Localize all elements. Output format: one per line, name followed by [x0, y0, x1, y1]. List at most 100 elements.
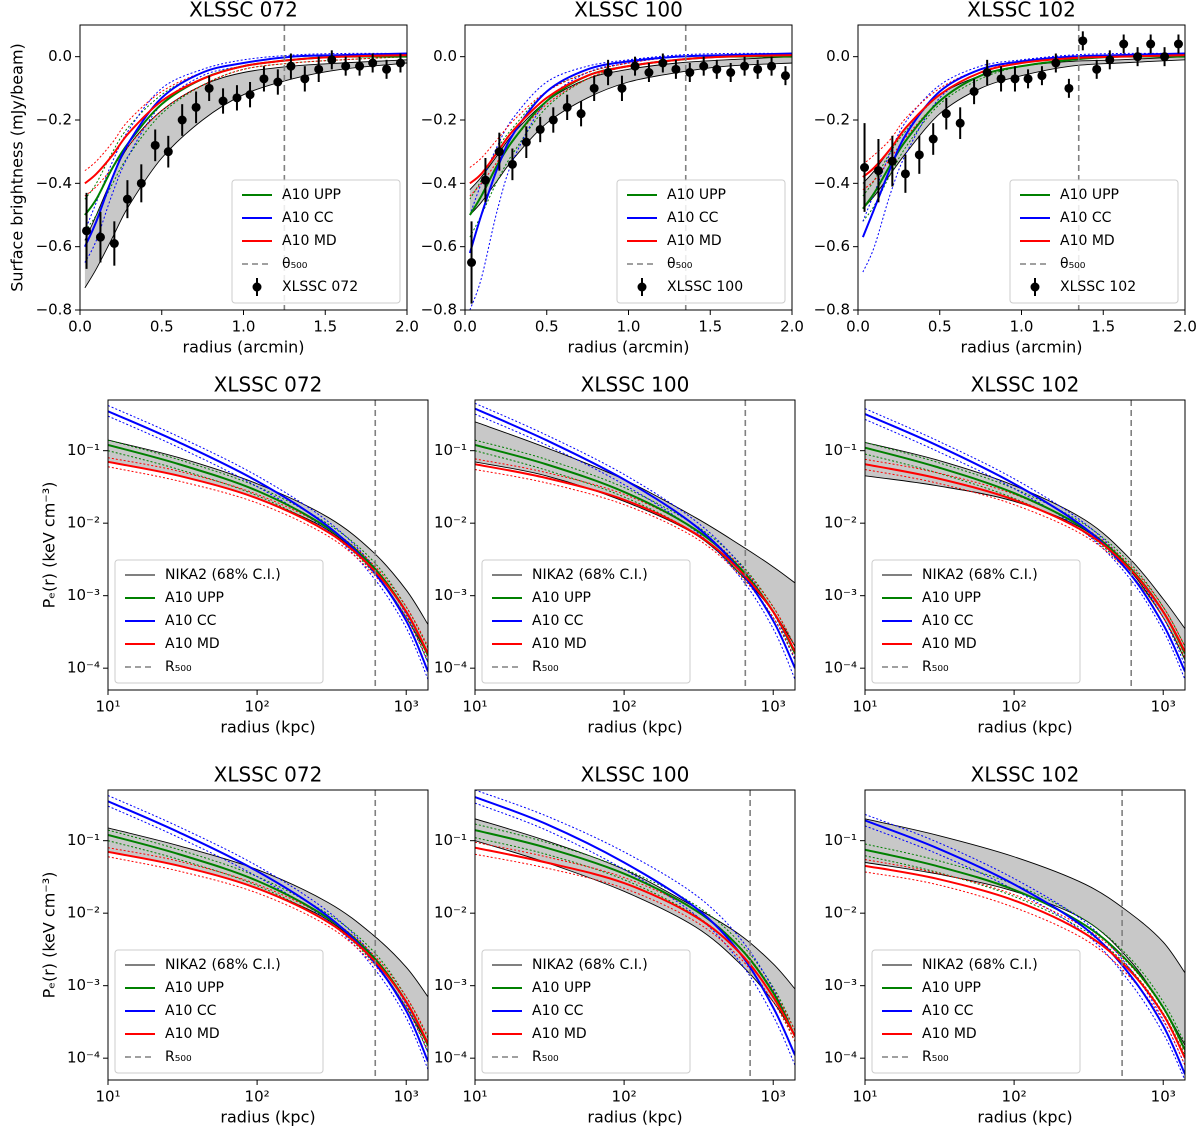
- data-point: [535, 125, 545, 134]
- model-line: [865, 413, 1185, 672]
- model-bound: [865, 871, 1185, 1066]
- axes-frame: [107, 789, 429, 1081]
- data-point: [726, 68, 736, 77]
- model-bound: [475, 853, 795, 1042]
- model-line: [865, 463, 1185, 652]
- panel: 10¹ 10² 10³ 10⁻⁴ 10⁻³ 10⁻² 10⁻¹ XLSSC 102 radius…: [824, 763, 1186, 1127]
- data-point: [860, 163, 870, 172]
- x-tick-label: 0.0: [68, 318, 92, 336]
- data-point: [589, 83, 599, 93]
- model-bound: [865, 469, 1185, 658]
- data-point: [355, 61, 365, 71]
- legend-label: A10 CC: [165, 1003, 217, 1019]
- data-point: [617, 83, 627, 93]
- y-tick-label: −0.6: [814, 237, 850, 255]
- x-axis-label: radius (kpc): [220, 718, 315, 737]
- y-tick-label: −0.4: [36, 174, 72, 192]
- data-point: [548, 115, 558, 125]
- legend-label: NIKA2 (68% C.I.): [532, 567, 648, 583]
- legend-label: R₅₀₀: [165, 659, 192, 675]
- x-tick-label: 2.0: [395, 318, 419, 336]
- data-point: [1119, 39, 1129, 49]
- data-point: [900, 169, 910, 179]
- x-tick-label: 10²: [612, 698, 637, 716]
- panel-title: XLSSC 100: [574, 0, 683, 22]
- x-axis-label: radius (kpc): [977, 1108, 1072, 1127]
- legend-label: R₅₀₀: [532, 1049, 559, 1065]
- data-point: [395, 58, 405, 68]
- legend-label: A10 CC: [1060, 210, 1112, 226]
- x-axis-label: radius (arcmin): [182, 338, 304, 357]
- legend: NIKA2 (68% C.I.) A10 UPP A10 CC A10 MD R₅₀₀: [481, 559, 691, 684]
- data-point: [1105, 55, 1115, 65]
- legend-label: A10 UPP: [922, 590, 981, 606]
- model-bound: [108, 405, 428, 663]
- data-point: [300, 74, 310, 84]
- x-axis-label: radius (arcmin): [960, 338, 1082, 357]
- y-tick-label: 10⁻²: [824, 904, 857, 922]
- x-tick-label: 1.0: [617, 318, 641, 336]
- y-tick-label: 10⁻⁴: [824, 659, 857, 677]
- panel-title: XLSSC 072: [189, 0, 298, 22]
- model-line: [468, 52, 792, 254]
- x-tick-label: 0.5: [535, 318, 559, 336]
- model-line: [861, 52, 1185, 238]
- legend-label: NIKA2 (68% C.I.): [165, 957, 281, 973]
- model-line: [475, 463, 795, 652]
- legend-label: θ₅₀₀: [282, 256, 308, 272]
- panel-title: XLSSC 102: [971, 373, 1080, 397]
- model-bound: [865, 855, 1185, 1056]
- plot-area: [108, 400, 428, 690]
- legend-label: NIKA2 (68% C.I.): [922, 957, 1038, 973]
- y-tick-label: 10⁻⁴: [824, 1049, 857, 1067]
- band-edge: [862, 56, 1185, 184]
- data-point: [753, 64, 763, 74]
- data-point: [887, 156, 897, 166]
- panel-title: XLSSC 102: [967, 0, 1076, 22]
- legend-label: A10 MD: [165, 1026, 220, 1042]
- axes-frame: [107, 399, 429, 691]
- plot-area: [108, 790, 428, 1080]
- model-bound: [108, 466, 428, 661]
- plot-area: [82, 25, 407, 310]
- data-point: [1133, 52, 1143, 62]
- data-point: [982, 68, 992, 77]
- x-tick-label: 10³: [394, 698, 419, 716]
- legend-label: A10 MD: [282, 233, 337, 249]
- legend-label: A10 UPP: [532, 980, 591, 996]
- legend-box: [871, 949, 1081, 1074]
- plot-area: [860, 25, 1185, 310]
- data-point: [327, 55, 337, 65]
- legend-label: A10 CC: [282, 210, 334, 226]
- legend-swatch: [252, 282, 262, 292]
- band-edge: [108, 827, 428, 998]
- data-point: [873, 166, 883, 176]
- model-line: [84, 54, 407, 185]
- legend: NIKA2 (68% C.I.) A10 UPP A10 CC A10 MD R₅₀₀: [481, 949, 691, 1074]
- model-bound: [865, 825, 1185, 1080]
- legend-swatch: [1030, 282, 1040, 292]
- y-tick-label: −0.6: [36, 237, 72, 255]
- data-point: [1010, 74, 1020, 84]
- x-tick-label: 1.5: [698, 318, 722, 336]
- data-point: [245, 90, 255, 100]
- band: [84, 59, 407, 288]
- x-tick-label: 10¹: [95, 1088, 120, 1106]
- legend-label: θ₅₀₀: [667, 256, 693, 272]
- data-point: [767, 61, 777, 71]
- y-tick-label: 10⁻²: [824, 514, 857, 532]
- x-axis-label: radius (kpc): [587, 718, 682, 737]
- y-axis-label: Pₑ(r) (keV cm⁻³): [40, 872, 59, 999]
- model-line: [862, 54, 1185, 178]
- panel-title: XLSSC 100: [581, 763, 690, 787]
- legend: A10 UPP A10 CC A10 MD θ₅₀₀ XLSSC 102: [1009, 179, 1179, 304]
- data-point: [136, 178, 146, 188]
- x-tick-label: 10¹: [95, 698, 120, 716]
- y-tick-label: 10⁻¹: [67, 441, 100, 459]
- x-tick-label: 10²: [612, 1088, 637, 1106]
- panel: 0.0 0.5 1.0 1.5 2.0 −0.8 −0.6 −0.4 −0.2 0.0 XLSSC …: [8, 0, 419, 357]
- data-point: [1146, 39, 1156, 49]
- model-line: [475, 796, 795, 1056]
- model-line: [108, 800, 428, 1062]
